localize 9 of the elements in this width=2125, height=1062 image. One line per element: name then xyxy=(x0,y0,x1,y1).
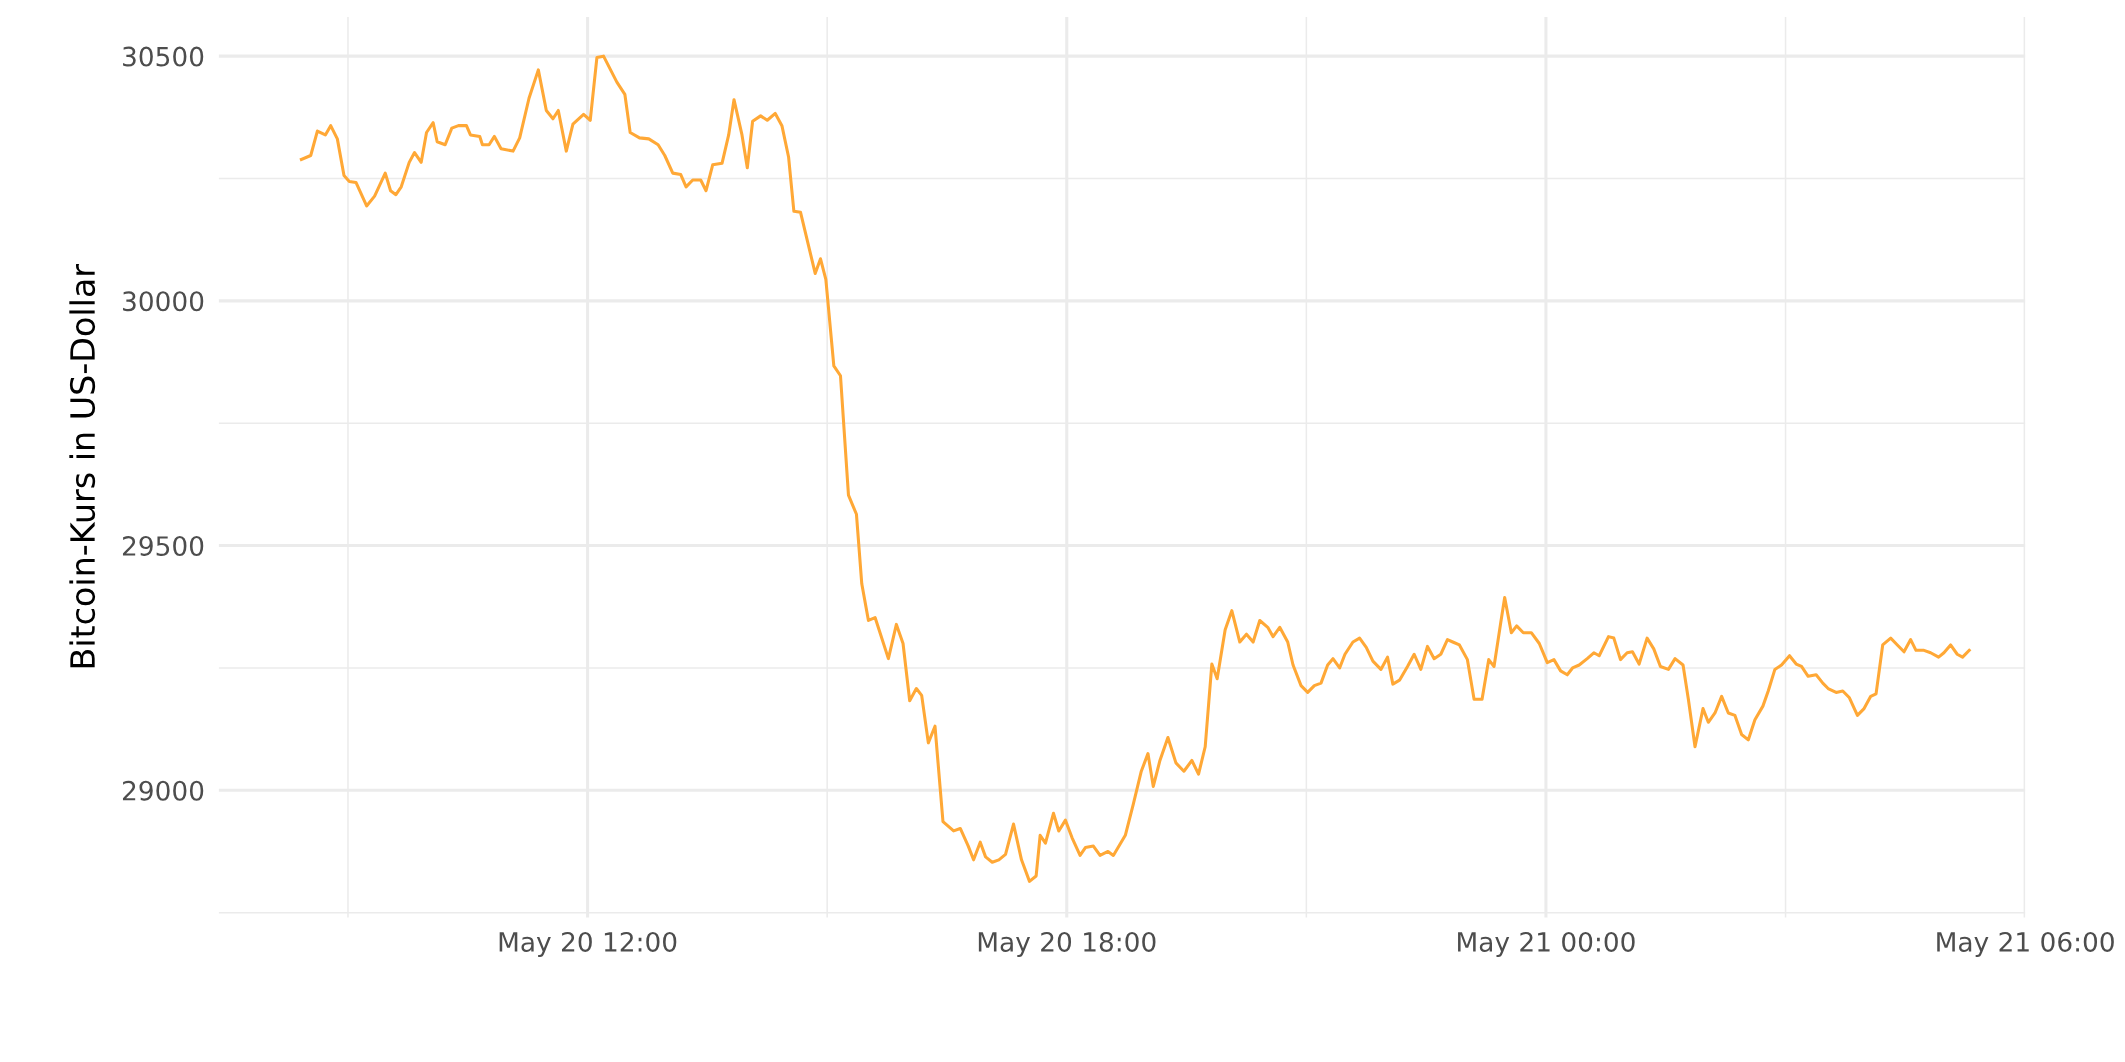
x-tick-label: May 21 00:00 xyxy=(1458,931,1635,957)
y-tick-label: 29500 xyxy=(122,536,204,556)
y-tick-label: 30000 xyxy=(123,291,204,312)
y-tick-label: 30500 xyxy=(123,46,204,67)
x-tick-label: May 21 06:00 xyxy=(1937,931,2114,957)
x-tick-label: May 20 12:00 xyxy=(499,931,677,957)
x-tick-label: May 20 18:00 xyxy=(978,931,1156,957)
y-tick-label: 29000 xyxy=(122,780,204,801)
y-axis-title: Bitcoin-Kurs in US-Dollar xyxy=(69,263,96,668)
